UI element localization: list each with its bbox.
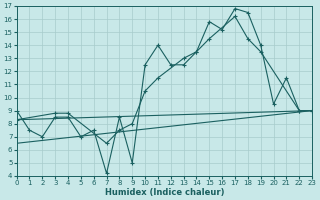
X-axis label: Humidex (Indice chaleur): Humidex (Indice chaleur) — [105, 188, 224, 197]
